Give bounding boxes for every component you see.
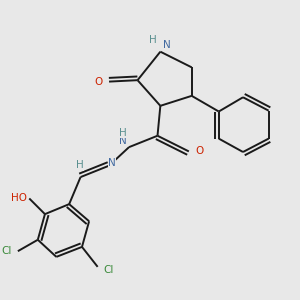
Text: H: H	[149, 35, 157, 45]
Text: O: O	[94, 76, 102, 87]
Text: Cl: Cl	[1, 246, 12, 256]
Text: HO: HO	[11, 194, 27, 203]
Text: H: H	[76, 160, 84, 170]
Text: O: O	[196, 146, 204, 156]
Text: Cl: Cl	[104, 265, 114, 275]
Text: N: N	[163, 40, 170, 50]
Text: N: N	[119, 136, 127, 146]
Text: N: N	[108, 158, 116, 168]
Text: H: H	[119, 128, 127, 138]
